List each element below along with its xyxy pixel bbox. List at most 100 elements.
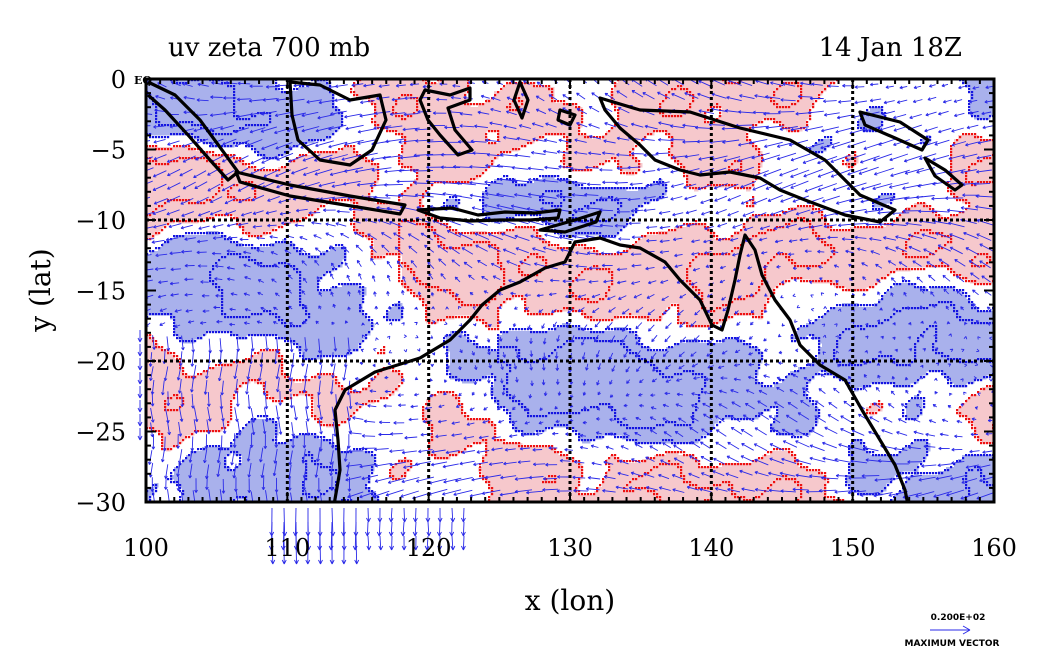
vorticity-cell: [594, 159, 599, 164]
vorticity-cell: [798, 207, 803, 212]
vorticity-cell: [322, 163, 327, 168]
vorticity-cell: [254, 207, 259, 212]
vorticity-cell: [174, 87, 179, 92]
vorticity-cell: [630, 163, 635, 168]
vorticity-cell: [646, 191, 651, 196]
vorticity-cell: [634, 191, 639, 196]
vorticity-cell: [974, 143, 979, 148]
vorticity-cell: [434, 83, 439, 88]
vorticity-cell: [702, 163, 707, 168]
vorticity-cell: [430, 103, 435, 108]
vorticity-cell: [206, 87, 211, 92]
vorticity-cell: [390, 83, 395, 88]
vorticity-cell: [394, 87, 399, 92]
vorticity-cell: [162, 83, 167, 88]
vorticity-cell: [474, 107, 479, 112]
vorticity-cell: [694, 135, 699, 140]
vorticity-cell: [590, 143, 595, 148]
vorticity-cell: [730, 179, 735, 184]
vorticity-cell: [146, 87, 151, 92]
vorticity-cell: [594, 143, 599, 148]
vorticity-cell: [770, 223, 775, 228]
vorticity-cell: [234, 115, 239, 120]
vorticity-cell: [430, 159, 435, 164]
vorticity-cell: [754, 151, 759, 156]
vorticity-cell: [582, 147, 587, 152]
vorticity-cell: [574, 155, 579, 160]
vorticity-cell: [422, 163, 427, 168]
vorticity-cell: [418, 131, 423, 136]
vorticity-cell: [466, 159, 471, 164]
vorticity-cell: [182, 91, 187, 96]
vorticity-cell: [490, 115, 495, 120]
vorticity-cell: [306, 91, 311, 96]
vorticity-cell: [782, 107, 787, 112]
vorticity-cell: [358, 91, 363, 96]
vorticity-cell: [194, 195, 199, 200]
vorticity-cell: [750, 103, 755, 108]
vorticity-cell: [742, 79, 747, 84]
vorticity-cell: [790, 91, 795, 96]
vorticity-cell: [398, 127, 403, 132]
vorticity-cell: [226, 91, 231, 96]
vorticity-cell: [266, 107, 271, 112]
vorticity-cell: [626, 95, 631, 100]
vorticity-cell: [194, 235, 199, 240]
vorticity-cell: [706, 159, 711, 164]
vorticity-cell: [446, 155, 451, 160]
vorticity-cell: [414, 211, 419, 216]
vorticity-cell: [182, 119, 187, 124]
vorticity-cell: [806, 103, 811, 108]
vorticity-cell: [430, 115, 435, 120]
vorticity-cell: [490, 111, 495, 116]
vorticity-cell: [562, 127, 567, 132]
vorticity-cell: [650, 235, 655, 240]
vorticity-cell: [406, 191, 411, 196]
vorticity-cell: [538, 87, 543, 92]
vorticity-cell: [474, 143, 479, 148]
vorticity-cell: [234, 119, 239, 124]
vorticity-cell: [414, 87, 419, 92]
vorticity-cell: [698, 227, 703, 232]
vorticity-cell: [246, 135, 251, 140]
vorticity-cell: [742, 99, 747, 104]
vorticity-cell: [622, 115, 627, 120]
vorticity-cell: [190, 107, 195, 112]
vorticity-cell: [154, 151, 159, 156]
vorticity-cell: [242, 123, 247, 128]
vorticity-cell: [158, 115, 163, 120]
vorticity-cell: [606, 227, 611, 232]
vorticity-cell: [786, 231, 791, 236]
vorticity-cell: [650, 79, 655, 84]
vorticity-cell: [514, 127, 519, 132]
vorticity-cell: [658, 103, 663, 108]
vorticity-cell: [854, 231, 859, 236]
vorticity-cell: [190, 115, 195, 120]
vorticity-cell: [810, 83, 815, 88]
vorticity-cell: [190, 95, 195, 100]
vorticity-cell: [642, 95, 647, 100]
vorticity-cell: [198, 179, 203, 184]
vorticity-cell: [174, 127, 179, 132]
vorticity-cell: [622, 95, 627, 100]
vorticity-cell: [410, 115, 415, 120]
vorticity-cell: [982, 211, 987, 216]
vorticity-cell: [350, 175, 355, 180]
vorticity-cell: [378, 87, 383, 92]
vorticity-cell: [602, 143, 607, 148]
vorticity-cell: [390, 79, 395, 84]
vorticity-cell: [218, 123, 223, 128]
vorticity-cell: [302, 103, 307, 108]
vorticity-cell: [314, 91, 319, 96]
vorticity-cell: [238, 87, 243, 92]
vorticity-cell: [518, 119, 523, 124]
vorticity-cell: [458, 107, 463, 112]
vorticity-cell: [990, 95, 994, 100]
vorticity-cell: [418, 87, 423, 92]
vorticity-cell: [766, 87, 771, 92]
vorticity-cell: [502, 91, 507, 96]
vorticity-cell: [418, 83, 423, 88]
vorticity-cell: [478, 127, 483, 132]
vorticity-cell: [450, 131, 455, 136]
vorticity-cell: [418, 159, 423, 164]
